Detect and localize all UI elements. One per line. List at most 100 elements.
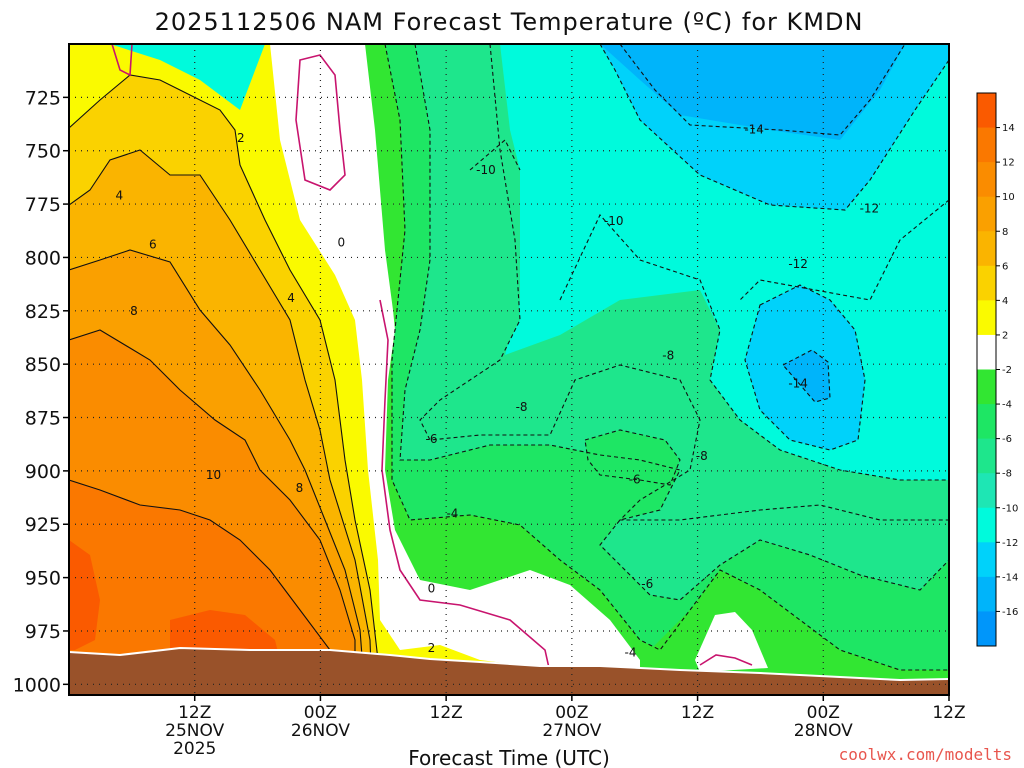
colorbar: 14 12 10 8 6 4 2 -2 -4 -6 -8 -10 -12 -14 -16 [976,92,1018,647]
chart-title: 2025112506 NAM Forecast Temperature (ºC)… [155,8,864,36]
colorbar-swatch [977,300,996,336]
contour-minus-6 [399,44,949,601]
colorbar-swatch [977,127,996,163]
contour-label: -8 [516,400,528,414]
gridlines [69,44,949,695]
x-tick-label: 27NOV [542,721,601,741]
colorbar-swatch [977,473,996,509]
colorbar-label: 6 [1002,261,1008,272]
contour-minus-10 [469,139,949,481]
contour-2 [69,74,381,695]
colorbar-swatch [977,93,996,129]
x-tick-label: 12Z [932,703,965,723]
contour-label: -10 [476,163,496,177]
terrain [69,648,949,695]
contour-label: -4 [625,645,637,659]
colorbar-label: -16 [1002,607,1018,618]
contour-minus-14 [782,349,831,403]
contour-zero [111,44,133,77]
contour-minus-8 [419,44,949,521]
colorbar-swatch [977,404,996,440]
band-12 [69,480,345,695]
y-tick-label: 825 [25,301,61,323]
colorbar-label: -4 [1002,400,1012,411]
contour-minus-4 [384,44,949,671]
contour-label: -8 [662,349,674,363]
colorbar-label: -8 [1002,469,1012,480]
x-tick-label: 28NOV [794,721,853,741]
colorbar-label: 10 [1002,192,1015,203]
x-tick-label: 26NOV [291,721,350,741]
colorbar-label: 14 [1002,123,1015,134]
contour-labels: 2 4 6 8 4 10 8 0 -10 -10 -14 -12 -12 -14 -8 -8 -6 -6 -8 -4 -… [115,122,879,659]
x-tick-label: 12Z [178,703,211,723]
colorbar-swatch [977,369,996,405]
y-tick-label: 750 [25,141,61,163]
contour-zero [295,54,346,191]
contour-label: 2 [428,641,436,655]
contour-minus-6 [584,429,681,486]
colorbar-label: 12 [1002,158,1015,169]
contour-10 [69,479,346,695]
colorbar-swatch [977,265,996,301]
contour-label: 10 [206,468,221,482]
band-minus-4 [360,44,949,695]
colorbar-label: 8 [1002,227,1008,238]
band-minus-14-lobe [783,350,830,402]
plot-area: 2 4 6 8 4 10 8 0 -10 -10 -14 -12 -12 -14 -8 -8 -6 -6 -8 -4 -… [69,44,949,695]
x-tick-label: 00Z [555,703,588,723]
contour-label: 8 [296,481,304,495]
colorbar-label: -2 [1002,365,1012,376]
x-tick-label: 12Z [681,703,714,723]
band-minus-6-island [585,430,680,485]
x-tick-label: 12Z [430,703,463,723]
contour-label: 2 [237,131,245,145]
colorbar-swatch [977,576,996,612]
y-tick-label: 900 [25,461,61,483]
x-tick-label: 00Z [807,703,840,723]
band-minus-14-core [600,44,905,140]
colorbar-swatch [977,334,996,370]
colorbar-label: -12 [1002,538,1018,549]
colorbar-swatch [977,507,996,543]
y-tick-label: 875 [25,408,61,430]
colorbar-label: -10 [1002,503,1018,514]
contour-label: -12 [788,257,808,271]
contour-label: 8 [130,304,138,318]
y-tick-label: 1000 [13,674,61,696]
colorbar-label: -6 [1002,434,1012,445]
band-14 [69,540,285,680]
contour-label: 0 [428,581,436,595]
colorbar-label: -14 [1002,572,1018,583]
contour-minus-12 [744,284,866,451]
contour-zero [379,299,556,695]
contour-label: 4 [115,189,123,203]
x-tick-label: 00Z [304,703,337,723]
y-tick-label: 775 [25,194,61,216]
y-tick-label: 800 [25,247,61,269]
contour-label: -6 [641,577,653,591]
colorbar-label: 2 [1002,330,1008,341]
y-tick-label: 725 [25,87,61,109]
colorbar-swatch [977,438,996,474]
contour-label: -14 [788,376,808,390]
contour-4 [69,149,373,695]
credit-text: coolwx.com/modelts [839,745,1012,764]
contour-label: 0 [338,236,346,250]
contour-zero [699,654,753,666]
y-tick-label: 850 [25,354,61,376]
y-tick-label: 925 [25,514,61,536]
contour-label: -10 [604,214,624,228]
contour-label: -6 [425,432,437,446]
colorbar-swatch [977,196,996,232]
y-tick-label: 975 [25,621,61,643]
plot-frame [68,43,950,696]
colorbar-swatch [977,231,996,267]
colorbar-label: 4 [1002,296,1008,307]
colorbar-swatch [977,542,996,578]
contour-8 [69,329,356,695]
y-tick-label: 950 [25,568,61,590]
colorbar-swatch [977,162,996,198]
contour-label: -12 [860,201,880,215]
